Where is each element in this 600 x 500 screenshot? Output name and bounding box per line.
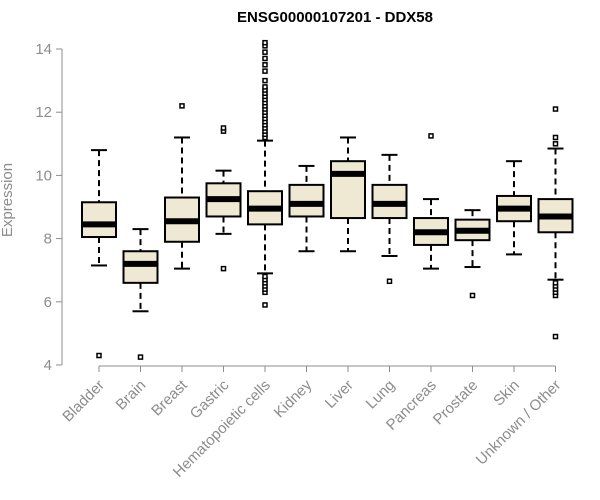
y-tick-label: 8	[44, 231, 52, 248]
outlier-point	[469, 292, 476, 299]
outlier-point	[552, 134, 559, 141]
y-tick-label: 12	[35, 104, 52, 121]
box-group	[330, 136, 366, 253]
box-group	[496, 160, 532, 256]
outlier-point	[262, 77, 268, 84]
outlier-point	[428, 133, 434, 139]
outlier-point	[220, 125, 227, 131]
outlier-point	[262, 68, 268, 74]
box-iqr	[288, 183, 325, 218]
box-group	[413, 133, 449, 270]
outlier-point	[137, 354, 144, 360]
outlier-point	[552, 106, 559, 112]
x-tick-label: Prostate	[430, 377, 482, 429]
box-group	[371, 153, 408, 285]
box-group	[247, 39, 283, 308]
box-group	[81, 149, 117, 359]
chart-title: ENSG00000107201 - DDX58	[237, 9, 433, 26]
x-tick-label: Brain	[113, 377, 150, 414]
outlier-point	[552, 141, 559, 147]
box-series	[81, 39, 574, 360]
box-iqr	[330, 160, 366, 220]
x-tick-label: Lung	[363, 377, 399, 413]
y-axis-label: Expression	[0, 163, 16, 237]
outlier-point	[262, 84, 268, 90]
outlier-point	[552, 333, 559, 340]
outlier-point	[386, 278, 393, 285]
box-group	[205, 125, 242, 272]
outlier-point	[96, 352, 102, 359]
box-group	[164, 103, 200, 270]
box-group	[537, 106, 574, 340]
y-axis: 4 6 8 10 12 14	[35, 41, 63, 374]
y-tick-label: 4	[44, 357, 52, 374]
x-tick-label: Kidney	[271, 376, 316, 421]
outlier-point	[262, 39, 268, 46]
box-group	[454, 209, 491, 299]
x-tick-label: Breast	[148, 376, 191, 419]
x-tick-label: Liver	[322, 377, 357, 412]
box-group	[122, 228, 159, 360]
outlier-point	[262, 55, 268, 62]
box-iqr	[81, 201, 117, 239]
y-tick-label: 10	[35, 167, 52, 184]
outlier-point	[552, 280, 559, 286]
outlier-point	[262, 273, 268, 280]
outlier-point	[220, 265, 227, 272]
y-tick-label: 14	[35, 41, 52, 58]
y-tick-label: 6	[44, 294, 52, 311]
outlier-point	[262, 49, 268, 55]
box-iqr	[122, 250, 159, 284]
x-tick-label: Bladder	[59, 377, 108, 426]
outlier-point	[262, 62, 268, 68]
outlier-point	[262, 302, 268, 308]
x-tick-label: Skin	[490, 377, 523, 410]
outlier-point	[179, 103, 185, 109]
box-group	[288, 164, 325, 253]
